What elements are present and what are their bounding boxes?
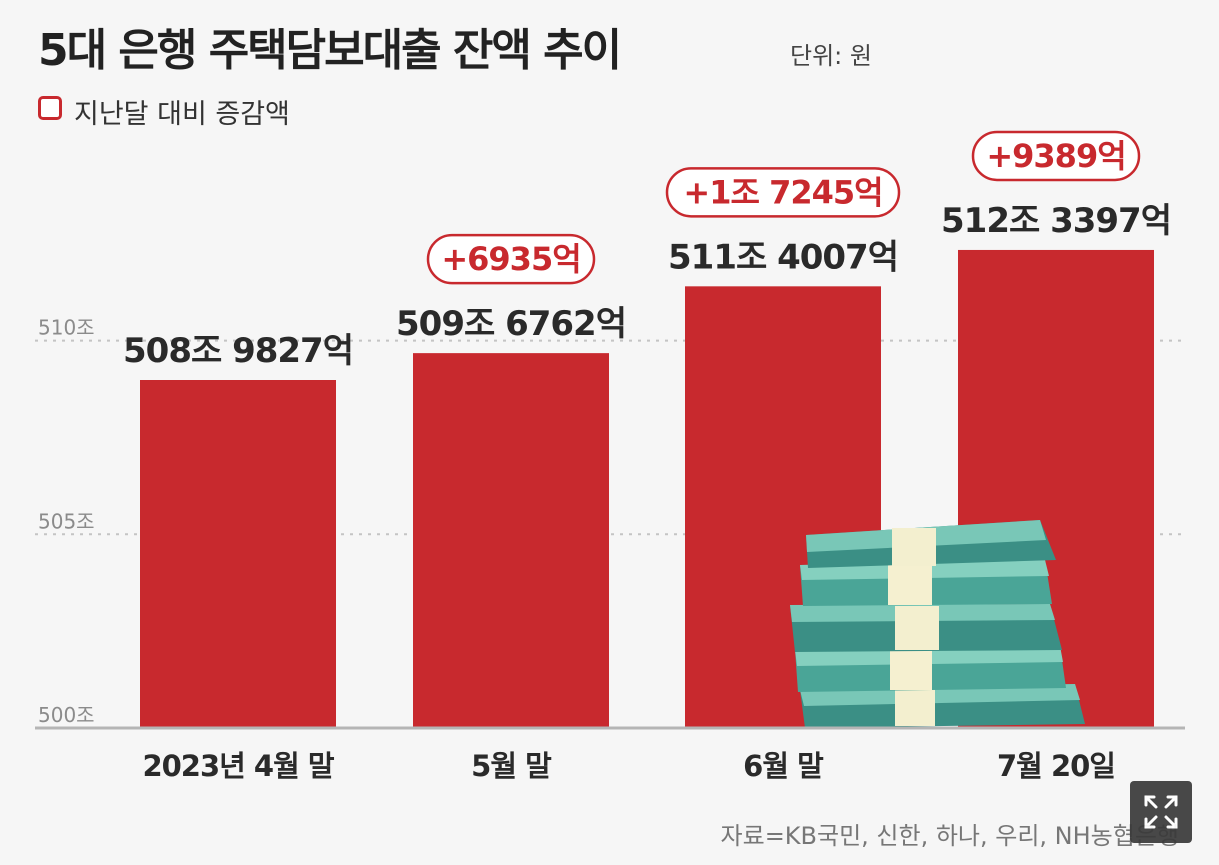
category-label: 6월 말 xyxy=(743,749,824,783)
change-pill xyxy=(665,167,901,218)
value-label: 509조 6762억 xyxy=(396,304,626,344)
value-label: 508조 9827억 xyxy=(123,331,353,371)
change-pill xyxy=(426,233,596,285)
change-label: +1조 7245억 xyxy=(683,173,882,211)
legend-label: 지난달 대비 증감액 xyxy=(74,99,290,130)
bar-layer xyxy=(140,249,1154,729)
y-tick-label: 510조 xyxy=(38,316,95,340)
category-label: 2023년 4월 말 xyxy=(142,749,334,783)
legend-swatch xyxy=(38,96,62,120)
money-stack-illustration xyxy=(790,520,1085,728)
category-label: 5월 말 xyxy=(471,749,552,783)
expand-button[interactable] xyxy=(1130,781,1192,843)
page-title: 5대 은행 주택담보대출 잔액 추이 xyxy=(38,25,622,76)
category-label: 7월 20일 xyxy=(997,749,1115,783)
expand-icon xyxy=(1144,795,1178,829)
bar xyxy=(413,353,609,728)
change-pill xyxy=(971,130,1141,182)
bar xyxy=(140,380,336,728)
value-label: 512조 3397억 xyxy=(941,201,1171,241)
label-layer: 508조 9827억 2023년 4월 말 509조 6762억 +6935억 5월 말… xyxy=(123,130,1172,783)
change-label: +9389억 xyxy=(986,137,1125,175)
unit-label: 단위: 원 xyxy=(790,42,872,70)
y-tick-label: 500조 xyxy=(38,703,95,727)
y-tick-label: 505조 xyxy=(38,509,95,533)
change-label: +6935억 xyxy=(441,240,580,278)
value-label: 511조 4007억 xyxy=(668,237,898,277)
source-note: 자료=KB국민, 신한, 하나, 우리, NH농협은행 xyxy=(720,822,1179,850)
